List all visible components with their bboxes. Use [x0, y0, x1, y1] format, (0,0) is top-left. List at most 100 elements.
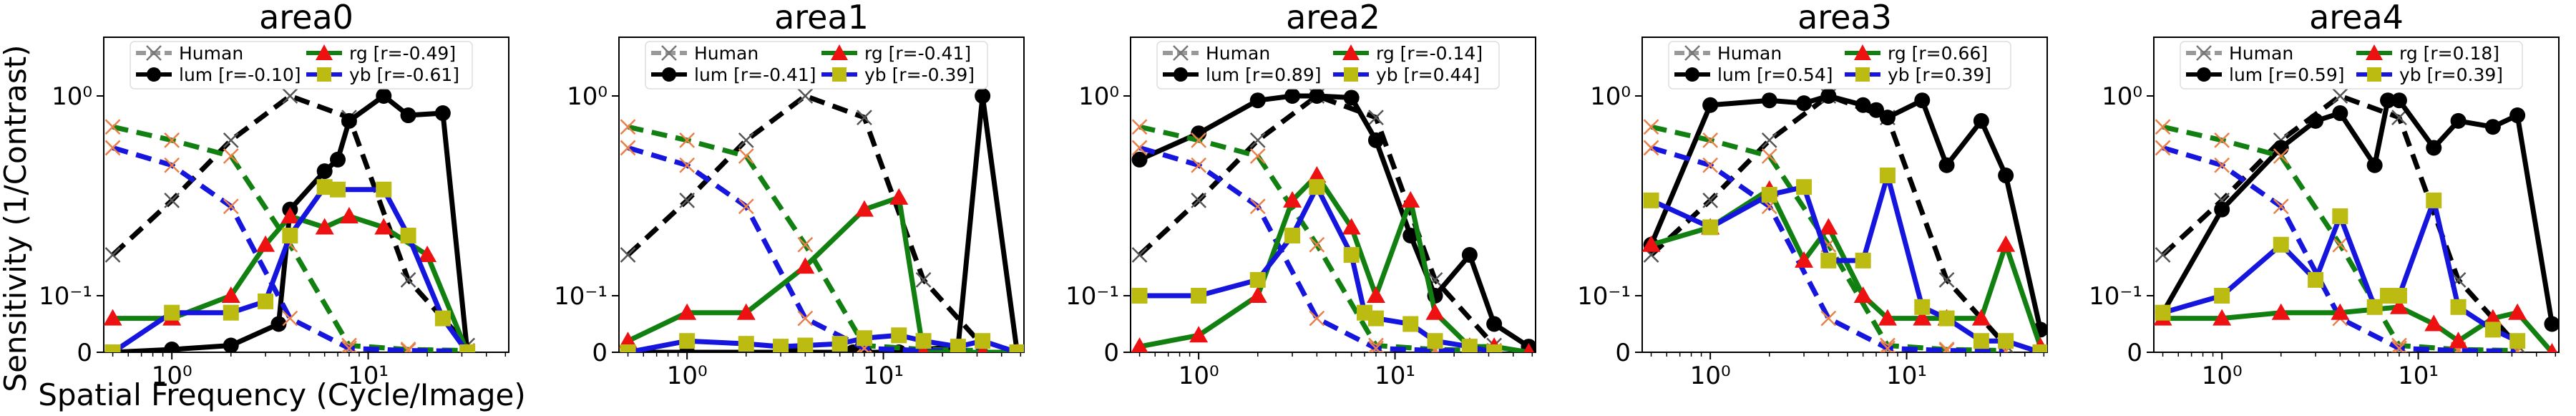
rg-point: [1401, 190, 1420, 208]
panel-title: area4: [2309, 0, 2404, 37]
lum-point: [1938, 157, 1955, 173]
yb-point: [1009, 344, 1024, 352]
y-tick-label: 0: [77, 339, 92, 367]
yb-point: [1973, 333, 1989, 349]
lum-point: [164, 342, 180, 352]
lum-point: [1702, 97, 1719, 113]
human-color-marker: [2155, 140, 2171, 156]
human-marker: [620, 247, 636, 263]
legend-yb-label: yb [r=0.39]: [1888, 64, 1991, 85]
legend-box: [1156, 41, 1500, 90]
yb-point: [1998, 333, 2014, 349]
plot-frame: [103, 37, 509, 353]
y-tick-label: 10⁰: [1590, 82, 1631, 111]
yb-point: [620, 344, 636, 352]
y-tick-label: 0: [592, 339, 608, 367]
lum-point: [1761, 92, 1777, 109]
yb-point: [282, 228, 298, 244]
rg-point: [280, 206, 300, 223]
rg-point: [854, 200, 874, 217]
rg-point: [889, 188, 909, 205]
human-color-marker: [1309, 236, 1325, 253]
lum-point: [2214, 201, 2230, 218]
legend-yb-marker: [1855, 67, 1870, 82]
rg-point: [1342, 218, 1361, 235]
yb-point: [891, 327, 907, 344]
lum-point: [1796, 95, 1813, 112]
rg-point: [256, 235, 275, 252]
rg-point: [2449, 332, 2468, 349]
yb-line: [1139, 184, 1495, 352]
panel-title: area1: [774, 0, 869, 37]
rg-point: [104, 309, 122, 326]
legend-human-marker: [2196, 45, 2212, 61]
human-marker: [1702, 192, 1719, 208]
rg-point: [1819, 218, 1838, 235]
human-color-marker: [1761, 148, 1777, 164]
y-tick-label: 0: [1615, 339, 1631, 367]
human-marker: [679, 192, 696, 208]
legend-rg-marker: [1342, 44, 1360, 60]
yb-point: [2308, 271, 2324, 288]
panel-title: area3: [1797, 0, 1892, 37]
y-tick-label: 10⁻¹: [1065, 282, 1119, 311]
human-color-marker: [1370, 340, 1384, 352]
legend-human-label: Human: [2229, 43, 2293, 64]
yb-point: [2509, 333, 2526, 349]
human-marker: [104, 247, 121, 263]
yb-point: [2450, 299, 2467, 315]
legend-lum-label: lum [r=-0.10]: [179, 64, 301, 85]
plot-area: [1642, 88, 2047, 352]
rg-point: [1189, 326, 1209, 343]
rg-point: [1366, 286, 1385, 303]
human-marker: [2391, 110, 2407, 125]
lum-point: [2366, 157, 2383, 173]
y-tick-label: 0: [2127, 339, 2142, 367]
rg-line: [2162, 304, 2555, 352]
human-marker: [1368, 110, 1384, 125]
human-marker: [738, 132, 754, 148]
human-marker: [164, 192, 180, 208]
human-color-marker: [1643, 140, 1659, 156]
human-color-marker: [1702, 157, 1719, 173]
rg-point: [2424, 314, 2444, 332]
legend-human-label: Human: [179, 43, 243, 64]
y-tick-label: 10⁰: [567, 82, 608, 111]
human-marker: [857, 110, 872, 125]
lum-point: [434, 105, 451, 122]
x-tick-label: 10¹: [2398, 362, 2439, 390]
legend-human-marker: [146, 45, 162, 61]
legend-lum-marker: [147, 67, 161, 82]
x-tick-label: 10⁰: [667, 362, 708, 390]
human-color-marker: [104, 140, 121, 156]
lum-point: [1367, 132, 1384, 148]
x-tick-label: 10⁰: [1690, 362, 1731, 390]
x-tick-label: 10⁰: [1179, 362, 1219, 390]
rg-point: [678, 303, 697, 320]
yb-point: [164, 304, 180, 321]
human-color-marker: [282, 310, 298, 326]
human-color-marker: [164, 157, 180, 173]
lum-line: [1649, 93, 2043, 331]
human-color-marker: [1249, 148, 1266, 164]
lum-point: [2273, 140, 2289, 156]
plot-area: [2154, 88, 2559, 352]
plot-area: [104, 88, 476, 352]
human-color-marker: [223, 148, 239, 164]
panel-title: area0: [259, 0, 353, 37]
human-marker: [400, 272, 416, 288]
legend-box: [2180, 41, 2523, 90]
yb-point: [223, 304, 239, 321]
human-color-marker: [1943, 342, 1955, 352]
rg-point: [315, 218, 334, 235]
human-color-marker: [1882, 340, 1896, 352]
lum-point: [270, 316, 287, 332]
yb-point: [2484, 321, 2501, 338]
human-color-marker: [1131, 140, 1148, 156]
legend-yb-marker: [1344, 67, 1358, 82]
